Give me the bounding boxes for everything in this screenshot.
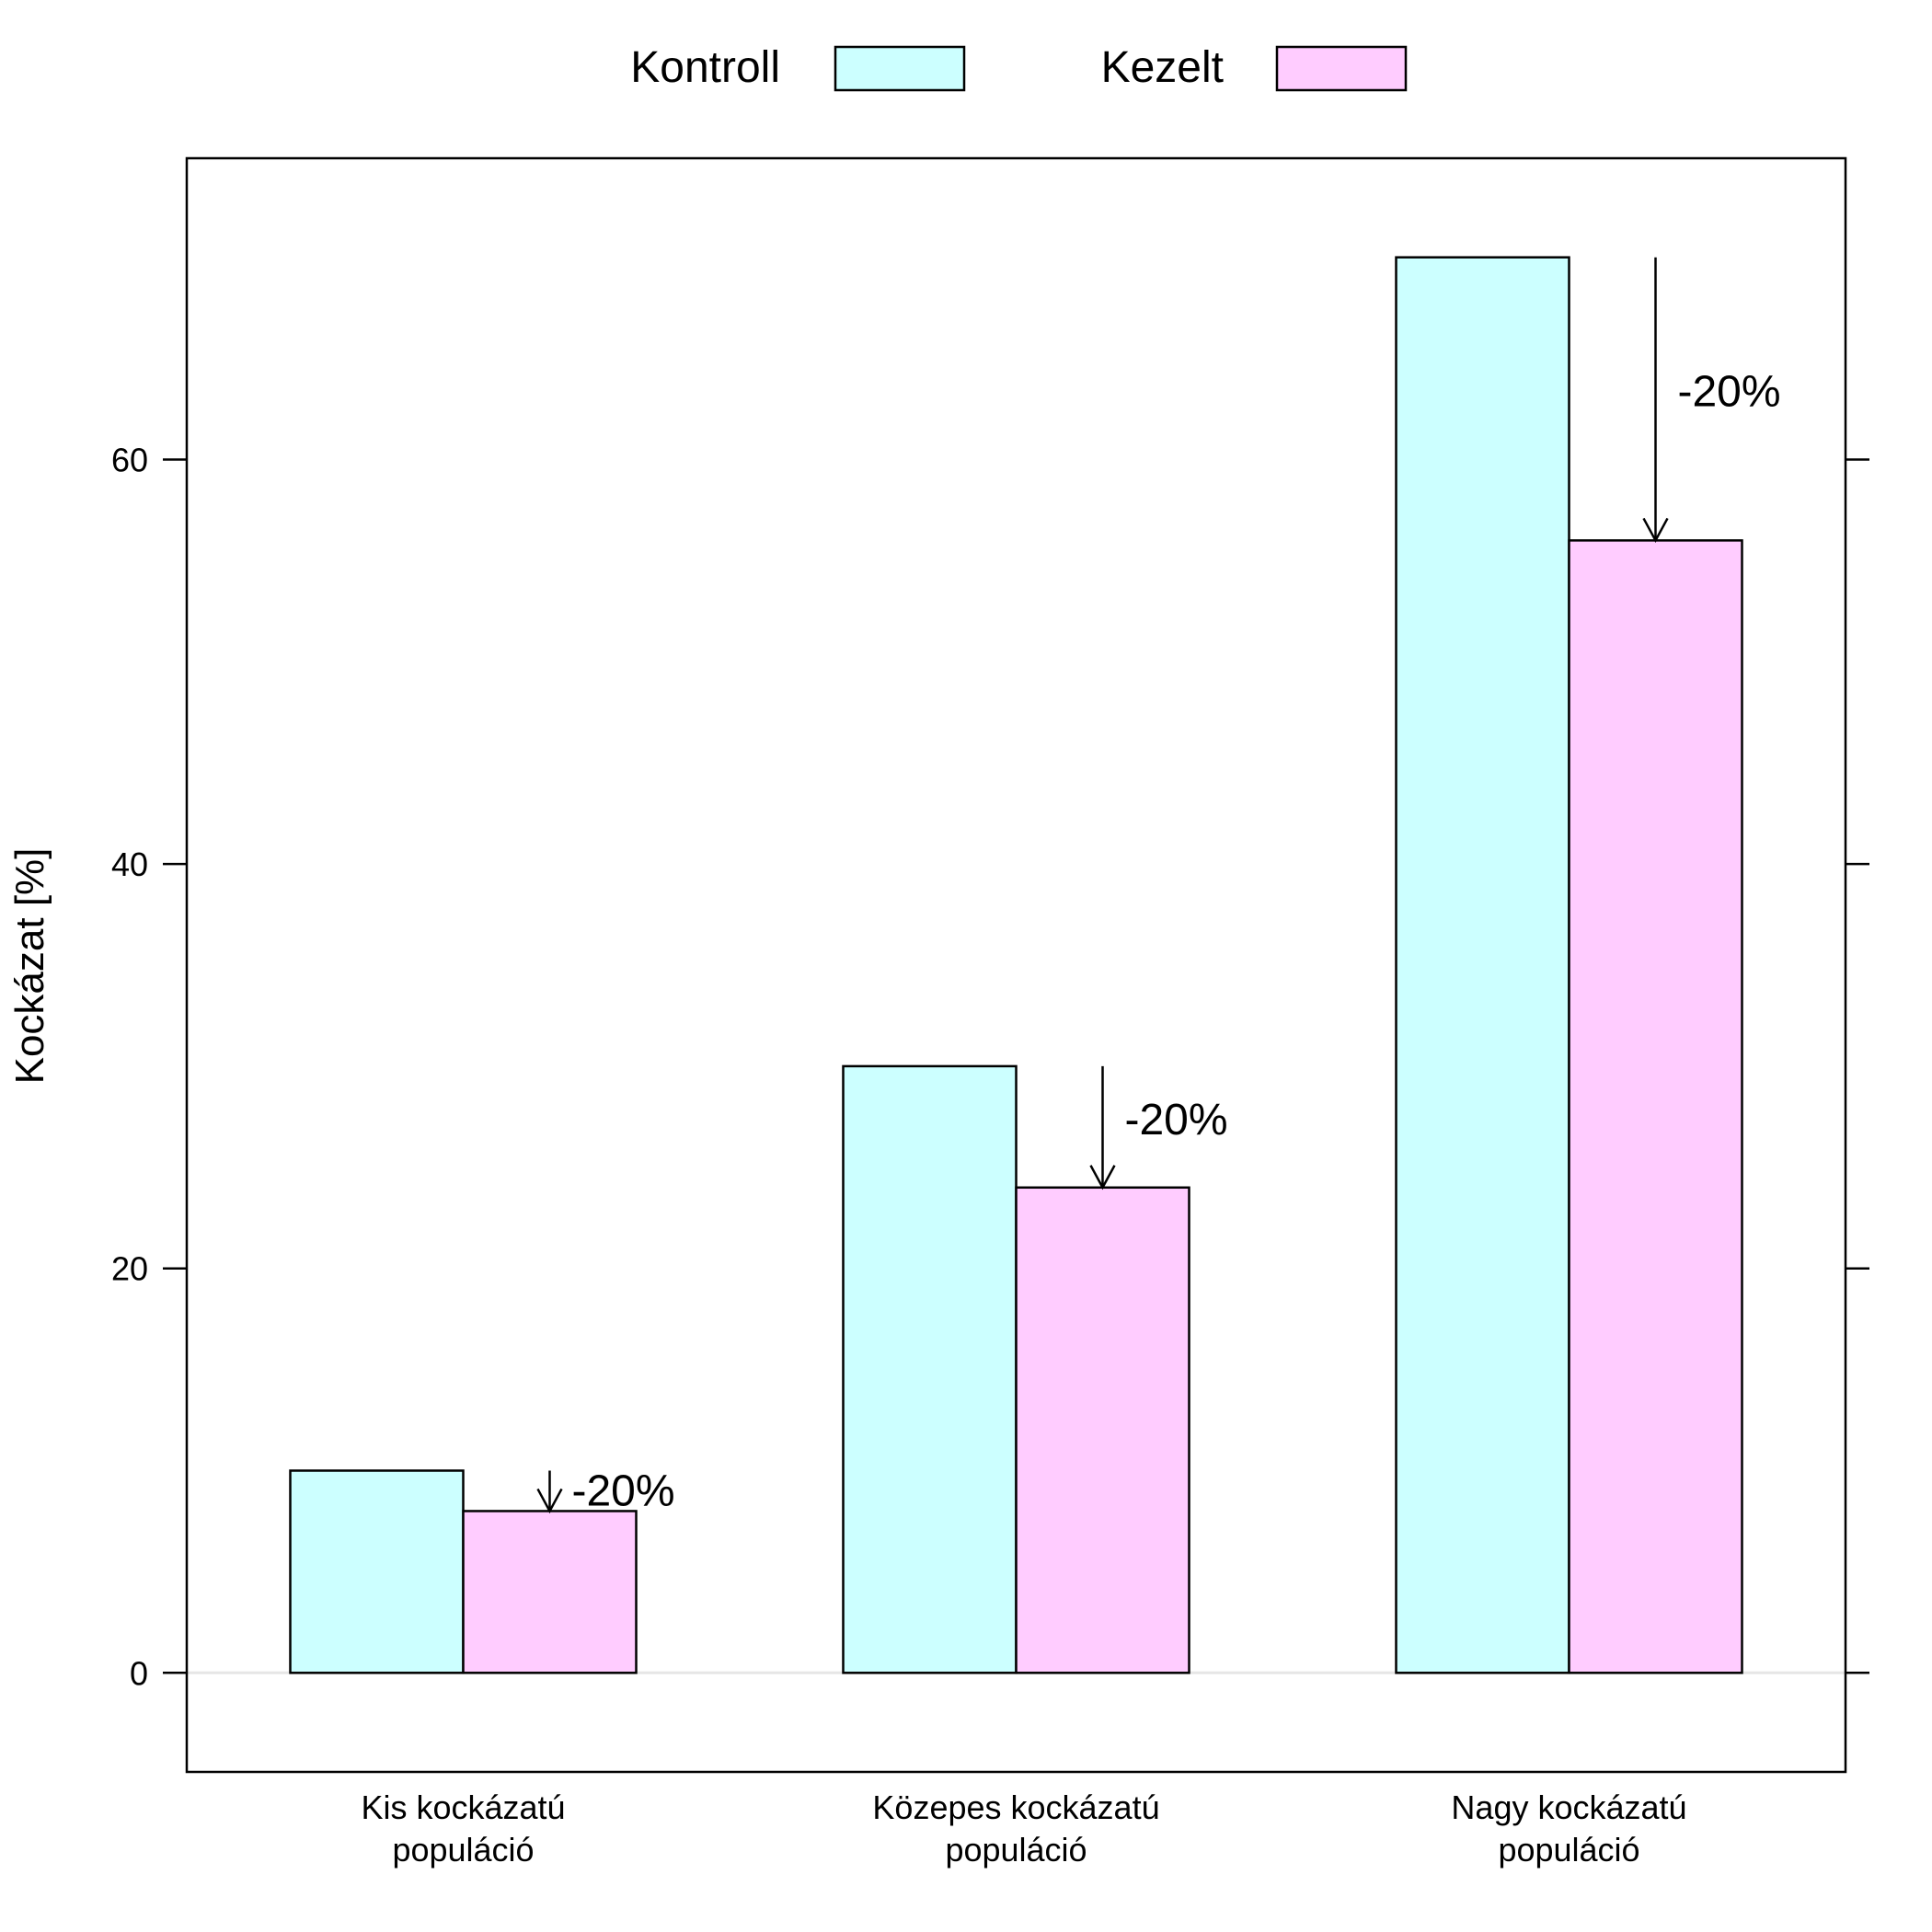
legend: Kontroll Kezelt [630,43,1408,92]
y-axis: 0 20 40 60 [111,442,1869,1692]
annotation-label: -20% [1125,1096,1228,1144]
legend-swatch-kezelt [1275,45,1408,92]
y-axis-label: Kockázat [%] [7,848,52,1085]
bar-kontroll-3 [1395,256,1570,1674]
reduction-arrow-3: -20% [1642,257,1781,544]
x-tick-label-line: Közepes kockázatú [872,1788,1159,1826]
x-tick-label: Közepes kockázatú populáció [872,1788,1159,1869]
x-tick-label-line: Nagy kockázatú [1451,1788,1686,1826]
bar-kezelt-2 [1015,1186,1190,1674]
annotation-label: -20% [572,1466,675,1515]
reduction-arrow-2: -20% [1089,1065,1228,1190]
x-tick-label: Nagy kockázatú populáció [1451,1788,1686,1869]
arrow-head [1642,517,1669,544]
x-tick-label: Kis kockázatú populáció [361,1788,565,1869]
y-tick-label: 20 [111,1250,148,1288]
y-tick-label: 60 [111,442,148,479]
arrow-head [536,1488,563,1514]
legend-label-kezelt: Kezelt [1101,43,1224,92]
x-tick-label-line: populáció [392,1831,534,1869]
bar-kezelt-3 [1568,539,1743,1674]
bar-kontroll-1 [289,1469,465,1674]
bar-kontroll-2 [842,1064,1018,1674]
arrow-head [1089,1165,1116,1190]
x-tick-label-line: populáció [1498,1831,1639,1869]
annotation-label: -20% [1678,368,1781,417]
bar-kezelt-1 [462,1510,638,1674]
y-tick-label: 0 [130,1654,148,1692]
plot-frame [185,156,1847,1774]
y-tick-label: 40 [111,845,148,883]
reduction-arrow-1: -20% [536,1466,675,1515]
legend-swatch-kontroll [834,45,966,92]
plot-area: -20% -20% -20% [185,156,1847,1774]
legend-label-kontroll: Kontroll [630,43,780,92]
x-tick-label-line: Kis kockázatú [361,1788,565,1826]
x-tick-label-line: populáció [945,1831,1087,1869]
x-axis: Kis kockázatú populáció Közepes kockázatú p… [361,1788,1686,1869]
